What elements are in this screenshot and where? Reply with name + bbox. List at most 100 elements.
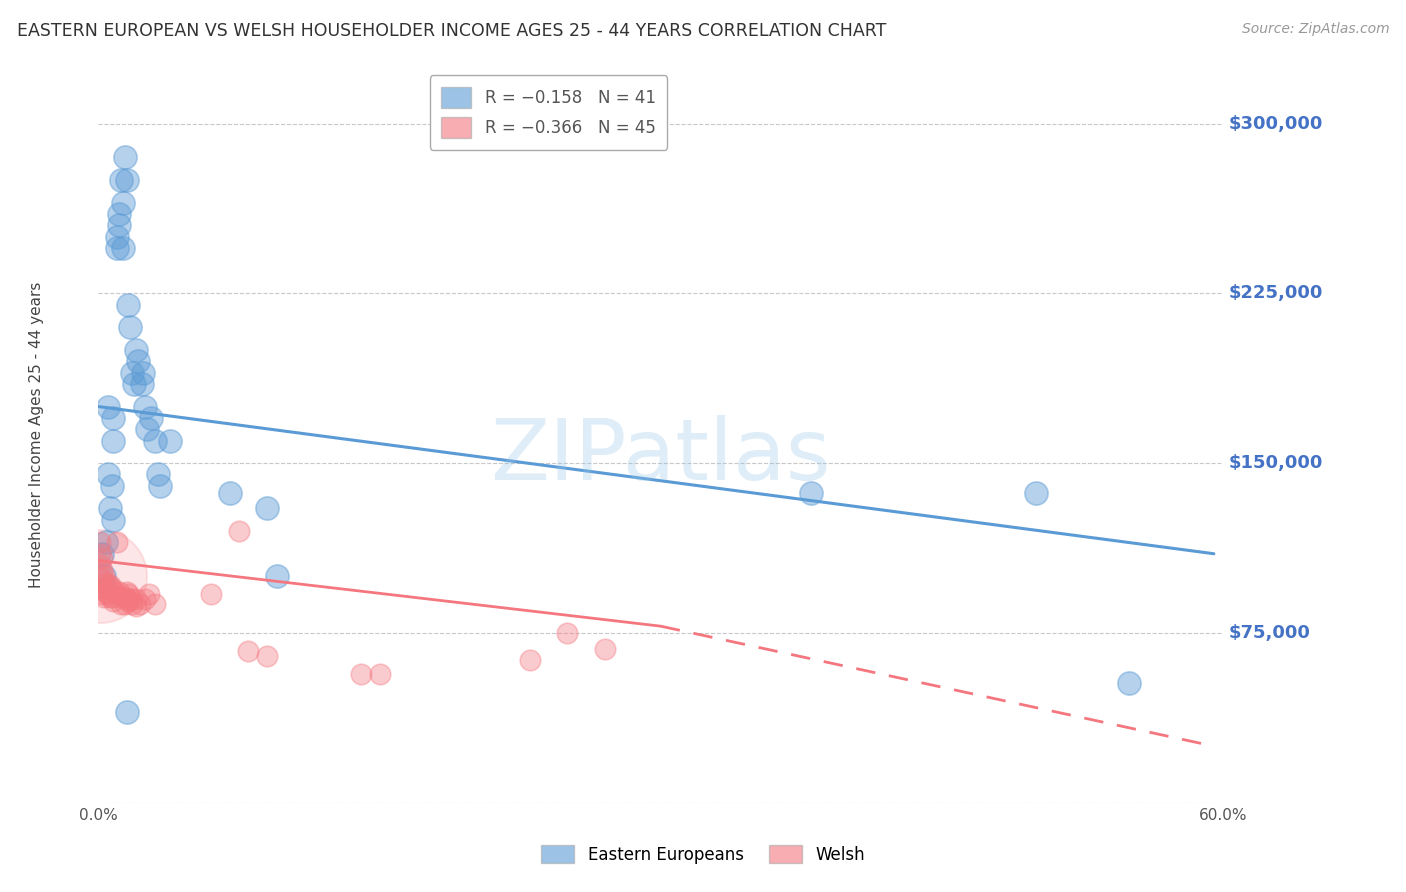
Point: [89, 558, 111, 572]
Text: Householder Income Ages 25 - 44 years: Householder Income Ages 25 - 44 years: [30, 282, 44, 588]
Point: [1025, 485, 1047, 500]
Point: [256, 648, 278, 663]
Point: [115, 585, 138, 599]
Point: [98, 590, 121, 604]
Point: [115, 592, 138, 607]
Text: $150,000: $150,000: [1229, 454, 1323, 472]
Text: EASTERN EUROPEAN VS WELSH HOUSEHOLDER INCOME AGES 25 - 44 YEARS CORRELATION CHAR: EASTERN EUROPEAN VS WELSH HOUSEHOLDER IN…: [17, 22, 886, 40]
Point: [519, 653, 541, 667]
Point: [800, 485, 823, 500]
Point: [117, 587, 139, 601]
Point: [105, 535, 128, 549]
Point: [238, 644, 260, 658]
Point: [110, 597, 132, 611]
Point: [115, 705, 138, 719]
Point: [100, 479, 122, 493]
Point: [115, 173, 138, 187]
Point: [94, 535, 117, 549]
Point: [122, 376, 145, 391]
Point: [120, 320, 142, 334]
Point: [91, 563, 114, 577]
Point: [94, 585, 117, 599]
Text: $225,000: $225,000: [1229, 285, 1323, 302]
Point: [93, 569, 115, 583]
Point: [108, 207, 131, 221]
Point: [127, 354, 149, 368]
Point: [114, 151, 136, 165]
Point: [149, 479, 172, 493]
Point: [97, 467, 120, 482]
Point: [91, 572, 114, 586]
Point: [91, 547, 114, 561]
Text: $300,000: $300,000: [1229, 114, 1323, 133]
Point: [148, 467, 170, 482]
Point: [121, 592, 143, 607]
Point: [131, 376, 153, 391]
Point: [143, 597, 166, 611]
Point: [93, 581, 115, 595]
Point: [89, 547, 111, 561]
Point: [121, 597, 143, 611]
Point: [350, 666, 373, 681]
Point: [97, 587, 120, 601]
Point: [98, 578, 121, 592]
Point: [105, 241, 128, 255]
Text: Source: ZipAtlas.com: Source: ZipAtlas.com: [1241, 22, 1389, 37]
Point: [93, 569, 115, 583]
Point: [125, 599, 148, 613]
Point: [555, 626, 578, 640]
Point: [97, 578, 120, 592]
Legend: Eastern Europeans, Welsh: Eastern Europeans, Welsh: [534, 838, 872, 871]
Point: [200, 587, 222, 601]
Point: [593, 641, 616, 656]
Point: [110, 173, 132, 187]
Point: [228, 524, 250, 538]
Point: [139, 410, 162, 425]
Point: [128, 597, 150, 611]
Point: [94, 576, 117, 591]
Point: [103, 410, 125, 425]
Point: [108, 585, 131, 599]
Point: [136, 422, 159, 436]
Point: [97, 400, 120, 414]
Point: [108, 219, 131, 233]
Point: [89, 569, 111, 583]
Point: [111, 241, 134, 255]
Point: [100, 590, 122, 604]
Point: [138, 587, 160, 601]
Point: [368, 666, 391, 681]
Point: [125, 592, 148, 607]
Point: [143, 434, 166, 448]
Point: [134, 400, 156, 414]
Point: [218, 485, 240, 500]
Point: [266, 569, 288, 583]
Point: [117, 298, 139, 312]
Legend: R = −0.158   N = 41, R = −0.366   N = 45: R = −0.158 N = 41, R = −0.366 N = 45: [429, 75, 668, 150]
Point: [256, 501, 278, 516]
Point: [91, 551, 114, 566]
Point: [114, 590, 136, 604]
Point: [121, 366, 143, 380]
Point: [103, 594, 125, 608]
Point: [1118, 675, 1140, 690]
Point: [103, 434, 125, 448]
Point: [111, 195, 134, 210]
Point: [110, 590, 132, 604]
Point: [91, 581, 114, 595]
Point: [105, 229, 128, 244]
Point: [103, 513, 125, 527]
Point: [132, 366, 155, 380]
Point: [104, 585, 127, 599]
Point: [117, 594, 139, 608]
Text: $75,000: $75,000: [1229, 624, 1310, 642]
Point: [134, 592, 156, 607]
Point: [98, 501, 121, 516]
Point: [93, 590, 115, 604]
Text: ZIPatlas: ZIPatlas: [491, 416, 831, 499]
Point: [114, 597, 136, 611]
Point: [159, 434, 181, 448]
Point: [91, 587, 114, 601]
Point: [125, 343, 148, 357]
Point: [100, 581, 122, 595]
Point: [89, 535, 111, 549]
